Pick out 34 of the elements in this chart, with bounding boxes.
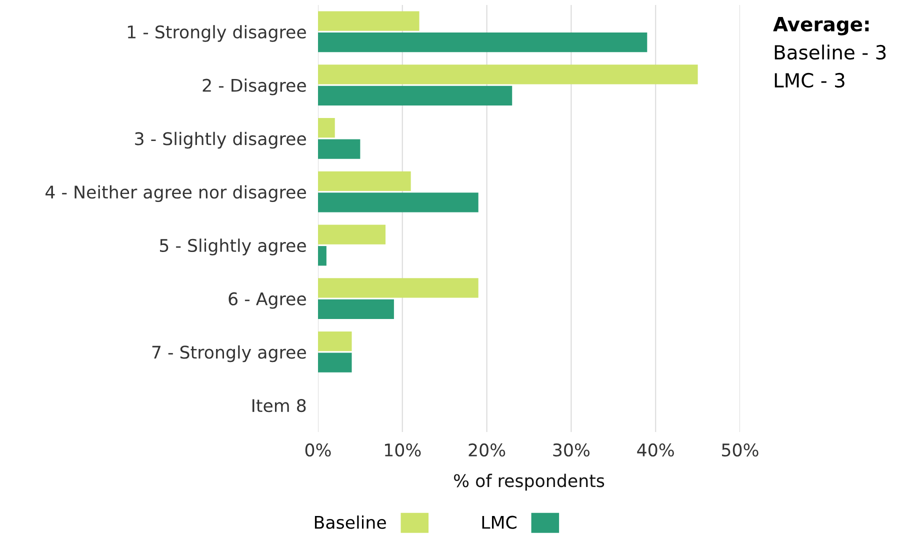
bar [318, 299, 394, 320]
y-tick-label: 5 - Slightly agree [160, 238, 306, 256]
y-tick-label: 6 - Agree [228, 292, 306, 309]
bar [318, 331, 352, 352]
bar [318, 171, 411, 191]
y-tick-label: 2 - Disagree [202, 78, 306, 96]
text: Average: [773, 17, 869, 36]
legend-label: LMC [482, 516, 516, 529]
y-tick-label: 3 - Slightly disagree [135, 132, 306, 149]
y-tick-label: Item 8 [252, 399, 306, 412]
y-tick-label: 4 - Neither agree nor disagree [46, 185, 306, 202]
bar [318, 192, 478, 212]
bar [318, 278, 478, 298]
bar [318, 32, 648, 52]
text: LMC - 3 [774, 72, 844, 88]
x-tick-label: 30% [553, 443, 590, 457]
y-tick-label: 1 - Strongly disagree [128, 25, 306, 42]
bar [318, 86, 512, 106]
x-tick-label: 10% [385, 443, 421, 457]
bar [318, 118, 335, 138]
x-tick-label: 0% [305, 443, 331, 457]
legend-label: Baseline [314, 515, 386, 529]
bar [318, 139, 360, 159]
x-tick-label: 20% [468, 443, 506, 457]
bar [318, 246, 326, 266]
y-tick-label: 7 - Strongly agree [152, 345, 306, 362]
x-tick-label: 40% [637, 443, 674, 457]
text: Baseline - 3 [774, 44, 886, 60]
x-axis-title: % of respondents [454, 474, 604, 491]
x-tick-label: 50% [722, 443, 758, 457]
bar [318, 224, 386, 244]
bar [318, 352, 352, 372]
bar [318, 64, 698, 84]
bar [318, 11, 420, 31]
